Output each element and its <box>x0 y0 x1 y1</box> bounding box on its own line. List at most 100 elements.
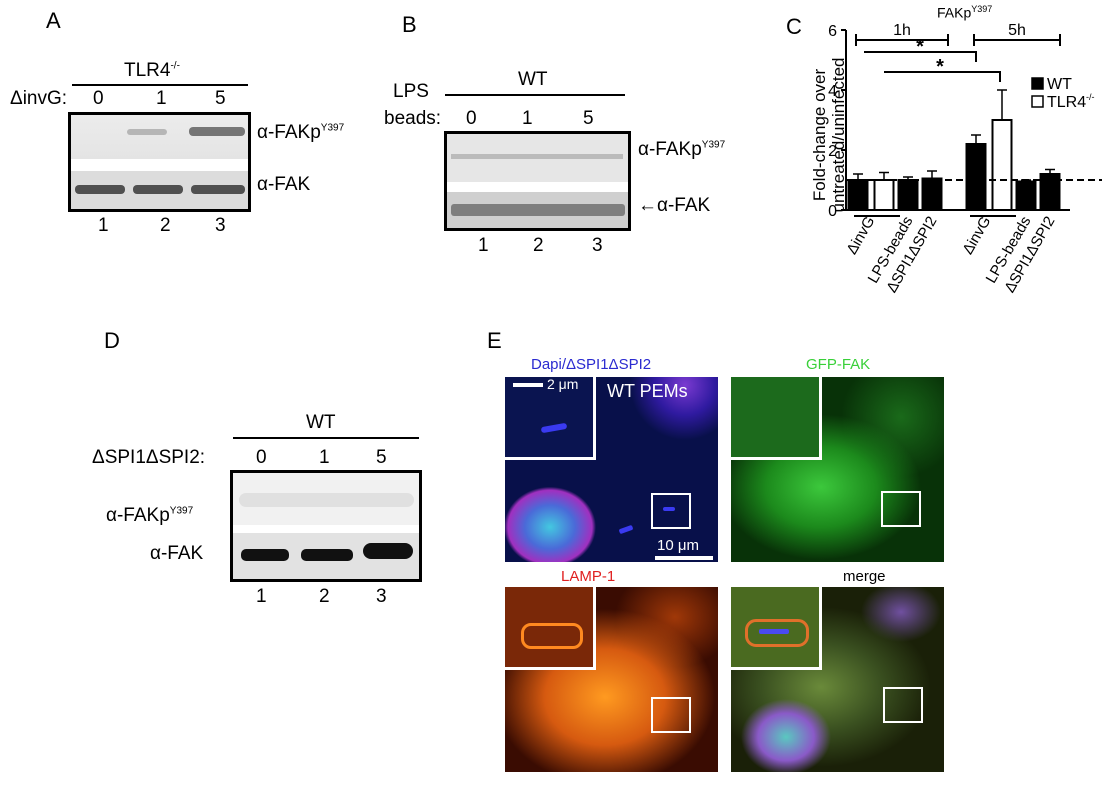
panel-b-row-label-2: beads: <box>384 108 442 129</box>
micro-lamp <box>505 587 718 772</box>
panel-d-band-top <box>233 473 419 525</box>
panel-a-blot <box>68 112 251 212</box>
panel-b-lane-number-2: 2 <box>533 235 544 256</box>
bacterium-roi <box>663 507 675 511</box>
panel-b-blot <box>444 131 631 231</box>
panel-a-group-line <box>72 84 248 86</box>
panel-a-fak-band-3 <box>191 185 245 194</box>
panel-b-label-top-sup: Y397 <box>701 139 726 151</box>
chart-sig-bracket-2 <box>884 71 1001 82</box>
panel-d-label-top-sup: Y397 <box>169 505 194 517</box>
chart-legend-label-wt: WT <box>1047 76 1072 93</box>
panel-d-label-top: α-FAKpY397 <box>106 505 193 527</box>
panel-b-label-top: α-FAKpY397 <box>638 139 725 161</box>
panel-a-band-bottom <box>71 171 248 209</box>
chart-sig-bracket-1 <box>864 51 977 62</box>
panel-d-lane-number-1: 1 <box>256 586 267 607</box>
panel-a-band-top <box>71 115 248 159</box>
chart-bar-tlr4 <box>873 179 895 211</box>
panel-b-lane-2: 5 <box>583 108 594 129</box>
panel-b-fak-bands <box>451 204 625 216</box>
chart-bar-wt <box>1015 180 1037 211</box>
panel-a-lane-number-3: 3 <box>215 215 226 236</box>
roi-box-lamp <box>651 697 691 733</box>
panel-b-group-label: WT <box>518 69 548 90</box>
roi-box-merge <box>883 687 923 723</box>
cell-label: WT PEMs <box>607 381 688 401</box>
micro-dapi: 2 μm WT PEMs 10 μm <box>505 377 718 562</box>
panel-a-row-label: ΔinvG: <box>10 88 68 109</box>
panel-d-lane-2: 5 <box>376 447 387 468</box>
chart-category-label: ΔinvG <box>959 214 994 258</box>
panel-a-group-text: TLR4 <box>124 60 171 81</box>
panel-a-lane-number-2: 2 <box>160 215 171 236</box>
panel-d-label-top-text: α-FAKp <box>106 505 170 526</box>
panel-a-fak-band-1 <box>75 185 125 194</box>
micro-merge <box>731 587 944 772</box>
panel-e-title-gfp: GFP-FAK <box>806 356 871 373</box>
micro-gfp-inset <box>731 377 822 460</box>
micro-lamp-inset <box>505 587 596 670</box>
chart-y-tick-label: 4 <box>828 83 837 100</box>
panel-b-row-label-1: LPS <box>393 81 429 102</box>
panel-d-group-label: WT <box>306 412 336 433</box>
chart-bar-wt <box>921 177 943 211</box>
roi-box-dapi <box>651 493 691 529</box>
panel-b-label-bottom-text: α-FAK <box>657 195 711 216</box>
panel-d-pfak-bands <box>239 493 414 507</box>
panel-d-blot <box>230 470 422 582</box>
bacterium-other <box>618 524 634 535</box>
panel-c-letter: C <box>786 14 802 39</box>
panel-d-row-label: ΔSPI1ΔSPI2: <box>92 447 206 468</box>
panel-d-label-bottom: α-FAK <box>150 543 204 564</box>
panel-d-fak-band-2 <box>301 549 353 561</box>
panel-a-fak-band-2 <box>133 185 183 194</box>
panel-a-label-top-sup: Y397 <box>320 122 345 134</box>
micro-merge-inset <box>731 587 822 670</box>
scale-bar-large <box>655 556 713 560</box>
chart-title: FAKpY397 <box>937 4 992 21</box>
panel-a-lane-number-1: 1 <box>98 215 109 236</box>
panel-a-band-strong-3 <box>189 127 245 136</box>
panel-d-lane-1: 1 <box>319 447 330 468</box>
chart-y-tick-label: 2 <box>828 143 837 160</box>
panel-b-label-top-text: α-FAKp <box>638 139 702 160</box>
panel-b-lane-1: 1 <box>522 108 533 129</box>
panel-d-lane-0: 0 <box>256 447 267 468</box>
merge-ring-inset <box>745 619 809 647</box>
chart-bar-wt <box>965 143 987 211</box>
lamp-ring-inset <box>521 623 583 649</box>
panel-d-group-line <box>233 437 419 439</box>
panel-a-lane-2: 5 <box>215 88 226 109</box>
chart-sig-star-1: * <box>916 36 924 58</box>
chart-time-5h: 5h <box>1008 22 1026 39</box>
panel-d-letter: D <box>104 328 120 353</box>
panel-a-group-sup: -/- <box>170 60 180 72</box>
chart-title-text: FAKp <box>937 4 972 21</box>
panel-a-separator <box>71 159 248 171</box>
chart-y-tick-label: 6 <box>828 23 837 40</box>
panel-b-lane-number-1: 1 <box>478 235 489 256</box>
scale-bar-small-label: 2 μm <box>547 377 579 392</box>
panel-b-pfak-bands <box>451 154 623 159</box>
micro-dapi-inset <box>505 377 596 460</box>
chart-legend-swatch-tlr4 <box>1031 95 1044 108</box>
scale-bar-small <box>513 383 543 387</box>
panel-d-fak-band-3 <box>363 543 413 559</box>
panel-a-group-label: TLR4-/- <box>124 60 180 82</box>
panel-a-label-top-text: α-FAKp <box>257 122 321 143</box>
chart-bar-wt <box>897 179 919 211</box>
chart-bar-wt <box>847 179 869 211</box>
panel-b-band-top <box>447 134 628 182</box>
panel-a-letter: A <box>46 8 61 33</box>
panel-e-title-dapi: Dapi/ΔSPI1ΔSPI2 <box>531 356 652 373</box>
panel-b-group-line <box>445 94 625 96</box>
panel-b-lane-number-3: 3 <box>592 235 603 256</box>
panel-d-lane-number-3: 3 <box>376 586 387 607</box>
panel-b-lane-0: 0 <box>466 108 477 129</box>
merge-bacterium-inset <box>759 629 789 634</box>
panel-b-separator <box>447 182 628 192</box>
panel-a-label-top: α-FAKpY397 <box>257 122 344 144</box>
panel-a-band-faint-2 <box>127 129 167 135</box>
arrow-left-icon: ← <box>638 195 657 216</box>
